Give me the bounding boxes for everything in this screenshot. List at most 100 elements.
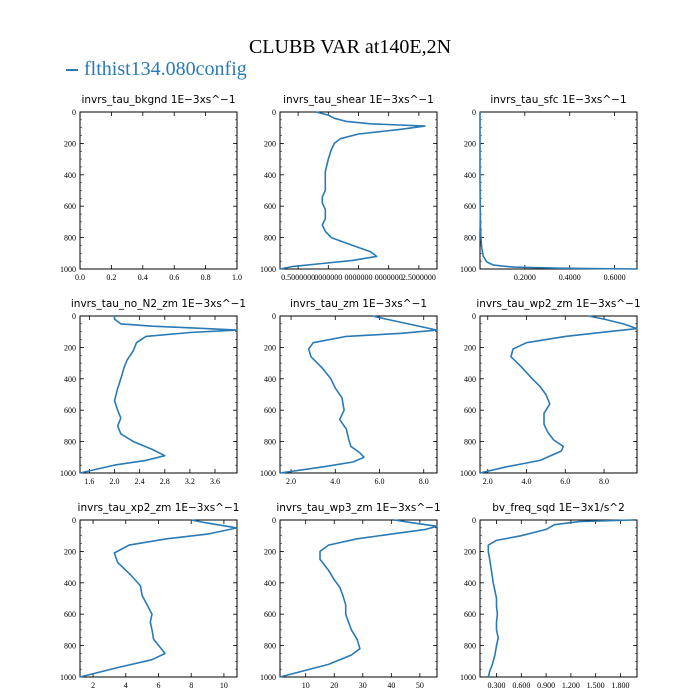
y-tick-label: 600 (464, 406, 476, 415)
x-tick-label: 6.0 (375, 477, 385, 486)
y-tick-label: 0 (472, 312, 476, 321)
y-tick-label: 400 (464, 171, 476, 180)
y-tick-label: 200 (64, 139, 76, 148)
series-line (279, 111, 426, 270)
x-tick-label: 1.0 (232, 273, 242, 282)
panel-3: invrs_tau_sfc 1E−3xs^−1 0 200 400 600 800 1000… (460, 94, 638, 282)
x-tick-label: 1.6 (84, 477, 94, 486)
y-tick-label: 600 (264, 406, 276, 415)
y-tick-label: 800 (464, 438, 476, 447)
series-line (479, 112, 638, 270)
x-tick-label: 0.900 (537, 681, 555, 690)
y-tick-label: 0 (72, 108, 76, 117)
x-tick-label: 0000000 (314, 273, 342, 282)
panel-title: invrs_tau_xp2_zm 1E−3xs^−1 (78, 502, 240, 514)
x-tick-label: 50 (416, 681, 424, 690)
x-tick-label: 0.0 (75, 273, 85, 282)
x-tick-label: 1.200 (562, 681, 580, 690)
y-tick-label: 800 (64, 234, 76, 243)
y-tick-label: 800 (64, 642, 76, 651)
y-tick-label: 200 (64, 547, 76, 556)
y-tick-label: 200 (264, 139, 276, 148)
x-tick-label: 2.4 (135, 477, 145, 486)
x-tick-label: 0000000 (375, 273, 403, 282)
plot-frame (479, 519, 638, 678)
legend-label: flthist134.080config (84, 58, 247, 80)
y-tick-label: 0 (72, 516, 76, 525)
y-tick-label: 200 (464, 343, 476, 352)
y-tick-label: 400 (264, 375, 276, 384)
x-tick-label: 0.600 (512, 681, 530, 690)
plot-frame (279, 111, 438, 270)
panel-2: invrs_tau_shear 1E−3xs^−1 0 200 400 600 800 10… (260, 94, 438, 282)
x-tick-label: 6 (157, 681, 161, 690)
y-tick-label: 0 (472, 516, 476, 525)
x-tick-label: 0000000 (345, 273, 373, 282)
y-tick-label: 400 (264, 171, 276, 180)
x-tick-label: 0.6000 (604, 273, 626, 282)
x-tick-label: 4 (124, 681, 128, 690)
x-tick-label: 2.0 (286, 477, 296, 486)
x-tick-label: 2.5000000 (402, 273, 436, 282)
y-tick-label: 1000 (60, 265, 76, 274)
y-tick-label: 400 (264, 579, 276, 588)
x-tick-label: 2 (91, 681, 95, 690)
x-tick-label: 8.0 (419, 477, 429, 486)
panel-4: invrs_tau_no_N2_zm 1E−3xs^−1 0 200 400 600 80… (60, 298, 246, 486)
plot-frame (279, 519, 438, 678)
y-tick-label: 0 (272, 312, 276, 321)
y-tick-label: 1000 (260, 673, 276, 682)
x-tick-label: 20 (330, 681, 338, 690)
y-tick-label: 1000 (260, 469, 276, 478)
figure-title: CLUBB VAR at140E,2N (248, 36, 452, 58)
x-tick-label: 8 (189, 681, 193, 690)
series-line (79, 519, 238, 678)
y-tick-label: 200 (464, 139, 476, 148)
series-line (279, 315, 438, 474)
x-tick-label: 4.0 (330, 477, 340, 486)
panel-7: invrs_tau_xp2_zm 1E−3xs^−10 200 400 600 800 1… (60, 502, 239, 690)
y-tick-label: 400 (464, 375, 476, 384)
x-tick-label: 6.0 (560, 477, 570, 486)
y-tick-label: 800 (264, 642, 276, 651)
y-tick-label: 0 (272, 108, 276, 117)
y-tick-label: 600 (64, 202, 76, 211)
x-tick-label: 0.4 (138, 273, 148, 282)
y-tick-label: 0 (72, 312, 76, 321)
y-tick-label: 1000 (260, 265, 276, 274)
plot-frame (79, 519, 238, 678)
panel-5: invrs_tau_zm 1E−3xs^−1 0 200 400 600 800 1000 2… (260, 298, 438, 486)
y-tick-label: 400 (64, 375, 76, 384)
x-tick-label: 3.6 (210, 477, 220, 486)
x-tick-label: 10 (302, 681, 310, 690)
x-tick-label: 2.0 (483, 477, 493, 486)
x-tick-label: 30 (359, 681, 367, 690)
y-tick-label: 200 (264, 343, 276, 352)
x-tick-label: 0.300 (488, 681, 506, 690)
x-tick-label: 4.0 (522, 477, 532, 486)
x-tick-label: 3.2 (185, 477, 195, 486)
panel-9: bv_freq_sqd 1E−3x1/s^2 0 200 400 600 800 1000 0… (460, 502, 638, 690)
y-tick-label: 800 (264, 438, 276, 447)
y-tick-label: 600 (64, 610, 76, 619)
plot-frame (79, 111, 238, 270)
panel-title: invrs_tau_zm 1E−3xs^−1 (290, 298, 427, 310)
y-tick-label: 400 (464, 579, 476, 588)
panel-title: invrs_tau_shear 1E−3xs^−1 (283, 94, 434, 106)
y-tick-label: 600 (464, 610, 476, 619)
x-tick-label: 0.2 (106, 273, 116, 282)
x-tick-label: 0.5000000 (281, 273, 315, 282)
y-tick-label: 800 (464, 642, 476, 651)
y-tick-label: 400 (64, 579, 76, 588)
y-tick-label: 600 (64, 406, 76, 415)
x-tick-label: 2.8 (160, 477, 170, 486)
y-tick-label: 200 (64, 343, 76, 352)
panel-8: invrs_tau_wp3_zm 1E−3xs^−10 200 400 600 800 1… (260, 502, 441, 690)
x-tick-label: 0.2000 (514, 273, 536, 282)
series-line (79, 316, 238, 474)
panel-title: invrs_tau_bkgnd 1E−3xs^−1 (81, 94, 235, 106)
x-tick-label: 1.500 (587, 681, 605, 690)
x-tick-label: 0.6 (169, 273, 179, 282)
x-tick-label: 2.0 (110, 477, 120, 486)
